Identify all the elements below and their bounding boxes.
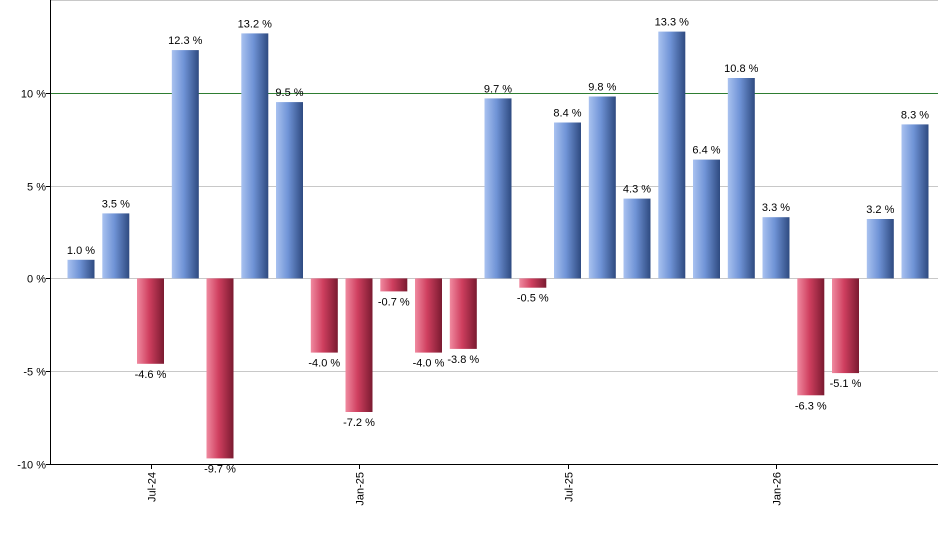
data-label: 13.3 % [655, 17, 689, 29]
data-label: 8.3 % [901, 109, 929, 121]
data-label: -0.5 % [517, 293, 549, 305]
bar [866, 219, 894, 279]
bar [171, 50, 199, 279]
bar [206, 278, 234, 459]
y-tick-label: 5 % [27, 182, 46, 194]
bar [380, 278, 408, 292]
bars-layer [67, 31, 929, 459]
axis-layer [46, 0, 938, 469]
bar [901, 124, 929, 279]
y-tick-label: -5 % [23, 367, 46, 379]
data-label: 1.0 % [67, 245, 95, 257]
data-label: -7.2 % [343, 417, 375, 429]
data-label: 12.3 % [168, 35, 202, 47]
data-label: 3.3 % [762, 202, 790, 214]
y-tick-label: 0 % [27, 274, 46, 286]
data-label: 3.2 % [866, 204, 894, 216]
labels-layer: -10 % -5 % 0 % 5 % 10 % 1.0 % 3.5 % -4.6 % 12.3 … [17, 17, 929, 506]
bar [276, 102, 303, 279]
bar [693, 159, 720, 279]
data-label: 13.2 % [238, 18, 272, 30]
data-label: 8.4 % [553, 108, 581, 120]
bar [554, 122, 581, 279]
data-label: -5.1 % [830, 378, 862, 390]
x-tick-label: Jan-26 [772, 472, 784, 506]
data-label: 9.5 % [275, 87, 303, 99]
data-label: 10.8 % [724, 63, 758, 75]
bar [797, 278, 825, 396]
bar [727, 78, 755, 279]
x-tick-label: Jan-25 [355, 472, 367, 506]
data-label: 6.4 % [692, 145, 720, 157]
data-label: -4.6 % [135, 369, 167, 381]
data-label: 3.5 % [102, 198, 130, 210]
bar [449, 278, 477, 349]
y-tick-label: 10 % [21, 89, 46, 101]
bar [588, 96, 616, 279]
bar [241, 33, 269, 279]
x-tick-label: Jul-24 [147, 472, 159, 502]
bar [762, 217, 790, 279]
data-label: -4.0 % [413, 358, 445, 370]
data-label: 9.8 % [588, 82, 616, 94]
bar [484, 98, 512, 279]
data-label: -0.7 % [378, 296, 410, 308]
bar [623, 198, 651, 279]
bar [137, 278, 164, 364]
data-label: -9.7 % [204, 463, 236, 475]
bar [310, 278, 338, 353]
bar [345, 278, 373, 412]
bar [102, 213, 130, 279]
y-tick-label: -10 % [17, 460, 46, 472]
x-tick-label: Jul-25 [564, 472, 576, 502]
bar [67, 259, 95, 279]
data-label: -6.3 % [795, 400, 827, 412]
bar [832, 278, 859, 374]
bar [415, 278, 442, 353]
data-label: 9.7 % [484, 83, 512, 95]
data-label: -3.8 % [447, 354, 479, 366]
bar [519, 278, 547, 288]
data-label: 4.3 % [623, 184, 651, 196]
data-label: -4.0 % [308, 358, 340, 370]
bar [658, 31, 686, 279]
